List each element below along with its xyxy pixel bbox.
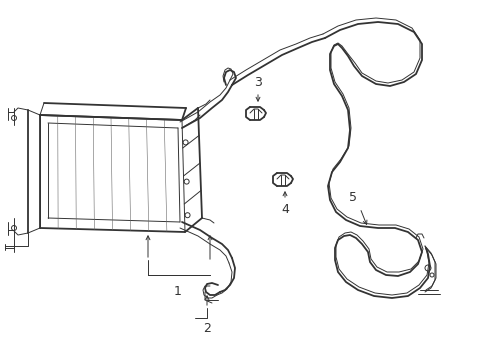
Text: 5: 5 (348, 191, 356, 204)
Text: 2: 2 (203, 322, 210, 335)
Text: 1: 1 (174, 285, 182, 298)
Text: 4: 4 (281, 203, 288, 216)
Text: 3: 3 (254, 76, 262, 89)
